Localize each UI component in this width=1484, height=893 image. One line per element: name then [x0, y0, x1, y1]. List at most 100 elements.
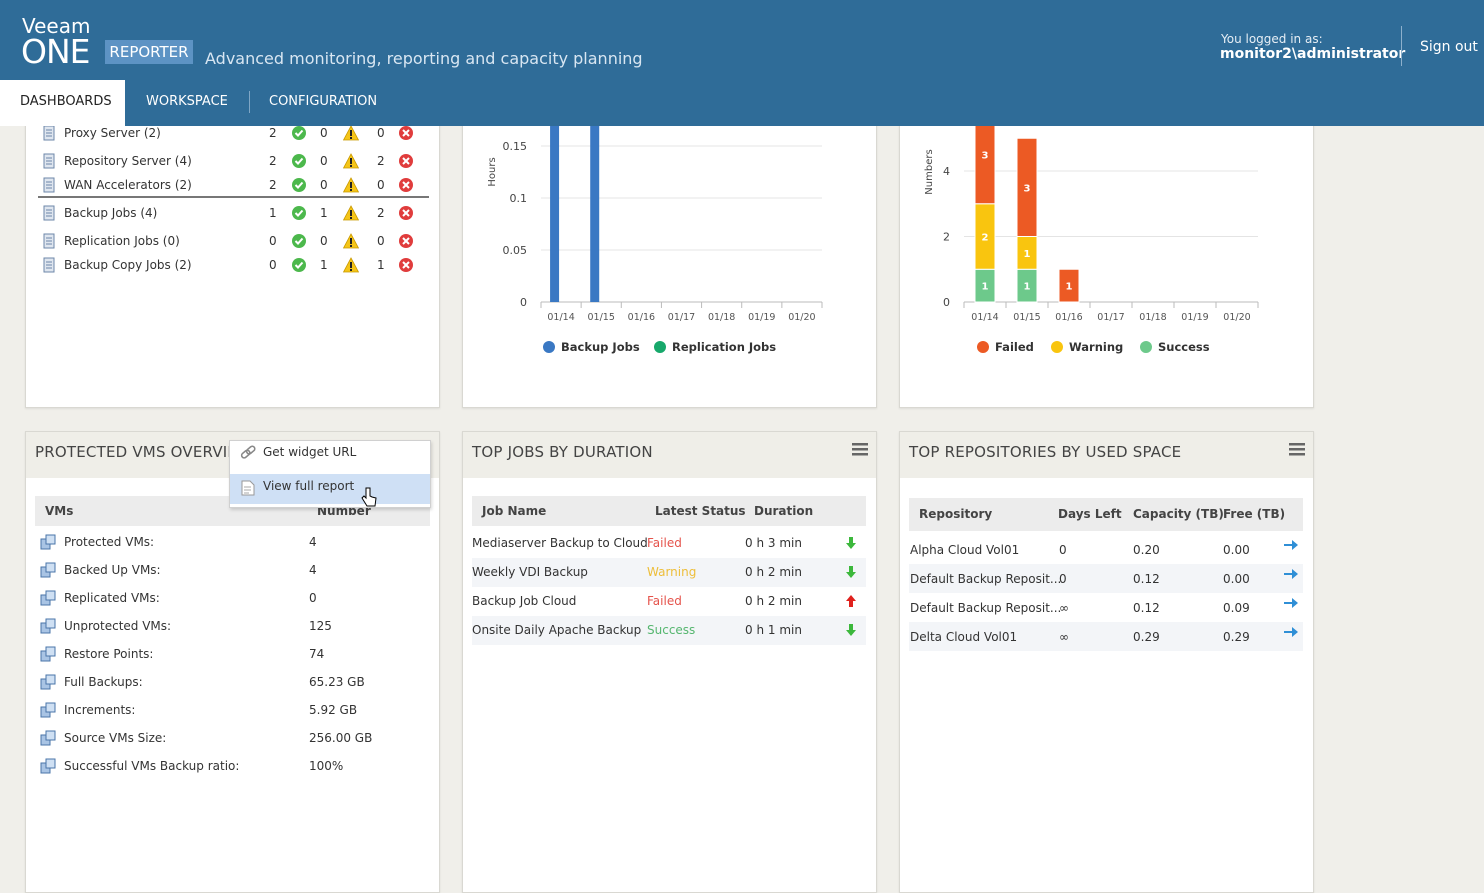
column-header: Job Name	[482, 504, 547, 518]
repo-cell: 0	[1059, 572, 1067, 586]
legend-label: Replication Jobs	[672, 340, 776, 354]
table-header	[909, 498, 1303, 531]
widget-menu[interactable]	[852, 442, 868, 456]
status-icon	[399, 154, 413, 168]
vm-value: 100%	[309, 759, 344, 773]
user-name: monitor2\administrator	[1220, 46, 1406, 62]
widget-menu[interactable]	[1289, 442, 1305, 456]
report-icon	[241, 480, 255, 496]
vm-icon	[40, 646, 56, 662]
status-icon	[343, 257, 359, 273]
open-arrow	[1284, 627, 1298, 637]
row-name: Repository Server (4)	[64, 154, 192, 168]
x-tick-label: 01/16	[628, 312, 655, 323]
job-duration: 0 h 3 min	[745, 536, 802, 550]
column-header: Duration	[754, 504, 814, 518]
active-tab[interactable]	[0, 80, 125, 126]
row-icon	[43, 177, 55, 193]
chart: 0 0.05 0.1 0.15 Hours 01/14 01/15 01/16 01/17 01/…	[487, 42, 823, 354]
repo-cell: 0.09	[1223, 601, 1250, 615]
legend-marker	[1140, 341, 1152, 353]
vm-value: 0	[309, 591, 317, 605]
status-count: 1	[377, 258, 385, 272]
data-label: 1	[1024, 249, 1031, 260]
column-header: Capacity (TB)	[1133, 507, 1224, 521]
menu-item[interactable]: View full report	[263, 479, 355, 493]
link-icon	[240, 445, 256, 459]
row-name: Proxy Server (2)	[64, 126, 161, 140]
y-tick-label: 0.1	[510, 192, 528, 205]
job-name: Mediaserver Backup to Cloud	[472, 536, 648, 550]
row-icon	[43, 153, 55, 169]
repo-cell: 0.29	[1133, 630, 1160, 644]
trend-up	[846, 595, 856, 607]
top-jobs-widget: TOP JOBS BY DURATION Job Name Latest Sta…	[462, 431, 877, 893]
vm-label: Restore Points:	[64, 647, 154, 661]
vm-icon	[40, 702, 56, 718]
x-tick-label: 01/16	[1055, 312, 1082, 323]
status-icon	[292, 126, 306, 140]
vm-icon	[40, 562, 56, 578]
status-icon	[292, 206, 306, 220]
status-count: 1	[269, 206, 277, 220]
sign-out[interactable]: Sign out	[1420, 39, 1478, 55]
widget-title: PROTECTED VMS OVERVIEW	[35, 443, 253, 461]
job-name: Backup Job Cloud	[472, 594, 577, 608]
menu-item[interactable]: Get widget URL	[263, 445, 357, 459]
brand-top: Veeam	[22, 14, 91, 38]
x-tick-label: 01/15	[588, 312, 615, 323]
job-status: Failed	[647, 594, 682, 608]
widget-title: TOP REPOSITORIES BY USED SPACE	[909, 443, 1182, 461]
repo-cell: Default Backup Reposit...	[910, 572, 1062, 586]
repo-cell: 0.20	[1133, 543, 1160, 557]
status-icon	[292, 178, 306, 192]
row-icon	[43, 257, 55, 273]
legend-label: Success	[1158, 340, 1210, 354]
status-icon	[343, 125, 359, 141]
open-arrow	[1284, 540, 1298, 550]
job-duration: 0 h 1 min	[745, 623, 802, 637]
vm-value: 5.92 GB	[309, 703, 358, 717]
row-stripe	[472, 616, 866, 645]
status-count: 2	[377, 206, 385, 220]
status-icon	[292, 234, 306, 248]
row-stripe	[909, 622, 1303, 651]
x-tick-label: 01/17	[1097, 312, 1124, 323]
repo-cell: Alpha Cloud Vol01	[910, 543, 1020, 557]
status-count: 0	[377, 178, 385, 192]
divider	[1401, 26, 1402, 66]
vm-icon	[40, 618, 56, 634]
legend-marker	[1051, 341, 1063, 353]
repo-cell: 0.12	[1133, 572, 1160, 586]
vm-label: Backed Up VMs:	[64, 563, 161, 577]
status-icon	[399, 206, 413, 220]
vm-label: Protected VMs:	[64, 535, 155, 549]
trend-down	[846, 537, 856, 549]
vm-label: Full Backups:	[64, 675, 143, 689]
y-tick-label: 2	[943, 231, 950, 244]
x-tick-label: 01/14	[547, 312, 574, 323]
divider	[249, 91, 250, 113]
vm-icon	[40, 730, 56, 746]
vm-label: Unprotected VMs:	[64, 619, 172, 633]
status-icon	[399, 126, 413, 140]
bar-segment	[1058, 268, 1080, 303]
data-label: 1	[1024, 282, 1031, 293]
nav-tab[interactable]: DASHBOARDS	[20, 94, 112, 109]
widget-title: TOP JOBS BY DURATION	[472, 443, 653, 461]
vm-icon	[40, 534, 56, 550]
status-count: 0	[320, 154, 328, 168]
nav-tab[interactable]: WORKSPACE	[146, 94, 228, 109]
x-tick-label: 01/18	[708, 312, 735, 323]
legend-label: Backup Jobs	[561, 340, 640, 354]
nav-tab[interactable]: CONFIGURATION	[269, 94, 378, 109]
vm-value: 256.00 GB	[309, 731, 373, 745]
table-header	[472, 496, 866, 526]
row-name: Backup Jobs (4)	[64, 206, 158, 220]
data-label: 3	[982, 151, 989, 162]
legend-label: Warning	[1069, 340, 1123, 354]
open-arrow	[1284, 569, 1298, 579]
y-tick-label: 0.05	[503, 244, 528, 257]
x-tick-label: 01/15	[1013, 312, 1040, 323]
data-label: 1	[1066, 282, 1073, 293]
